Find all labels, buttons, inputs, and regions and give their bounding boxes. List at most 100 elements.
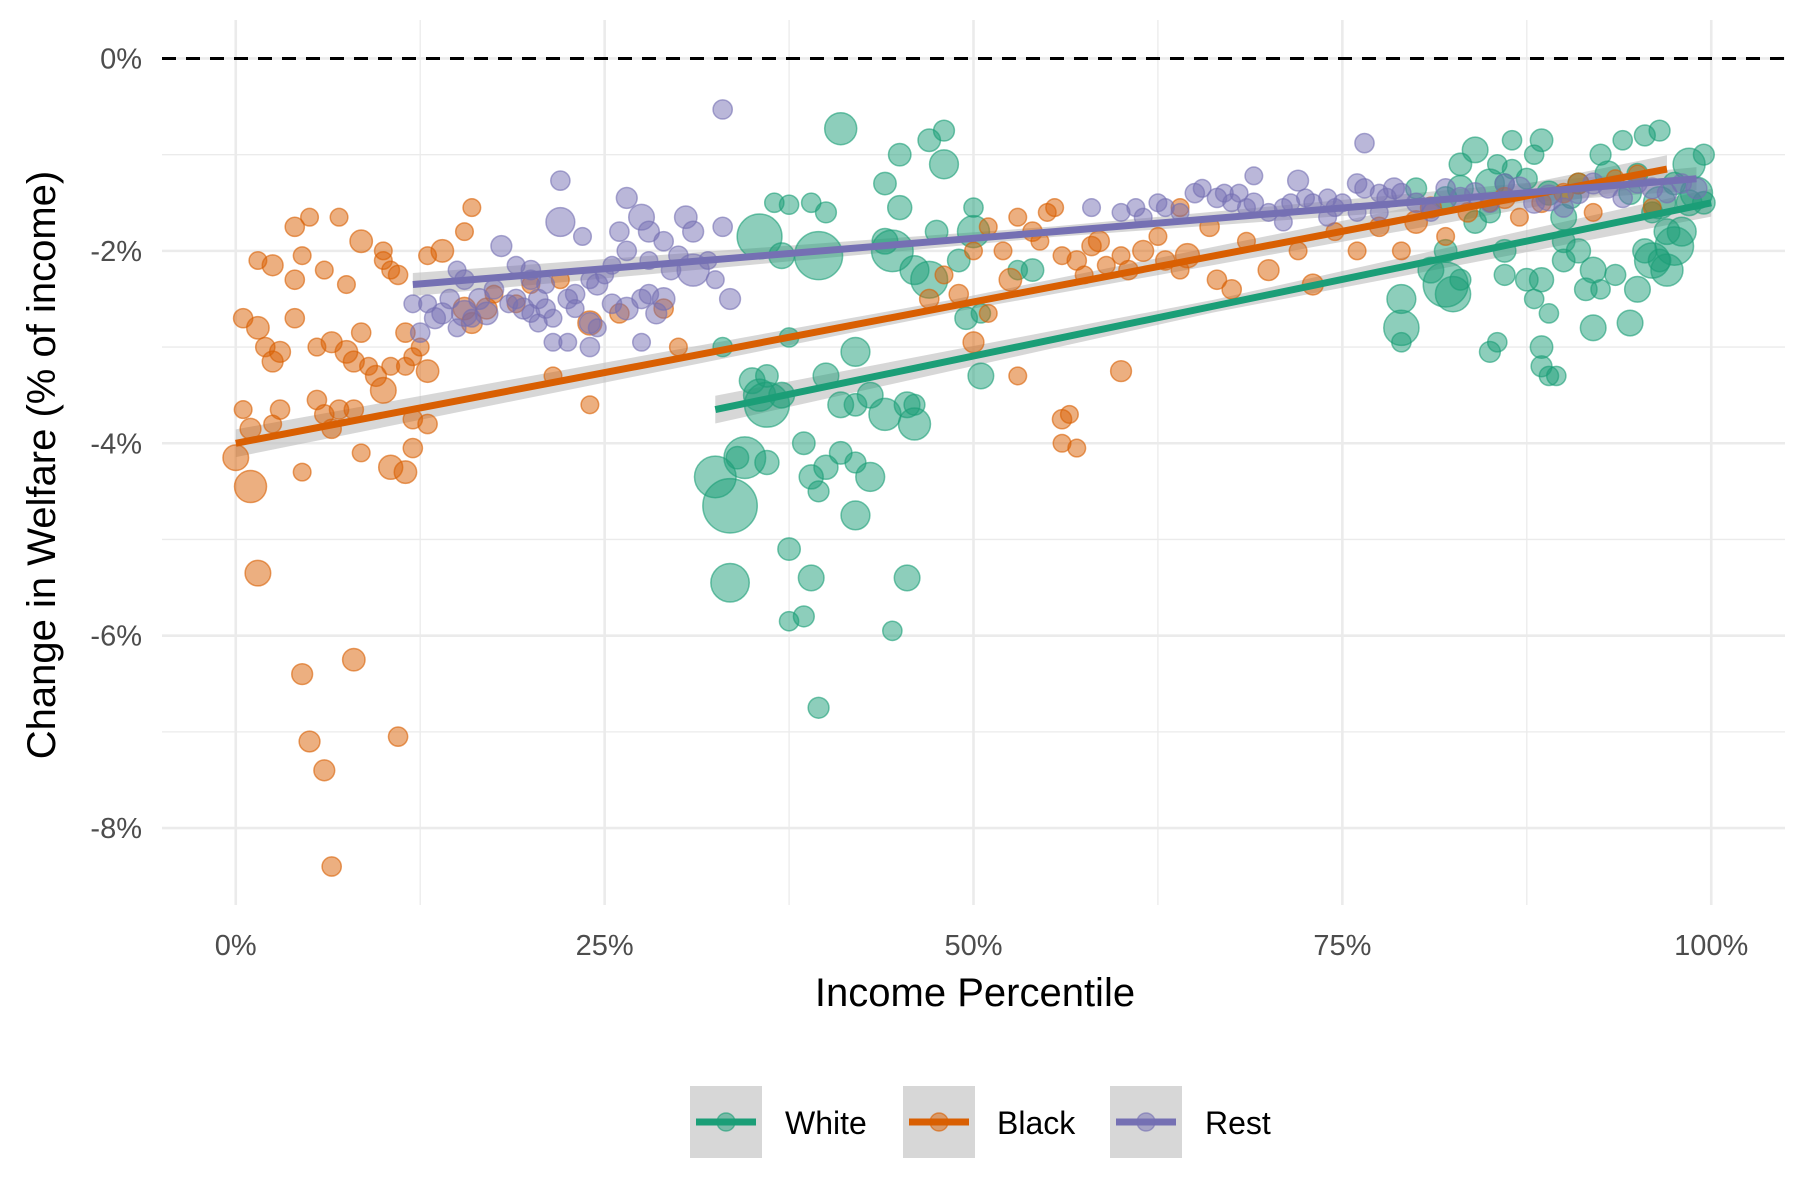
point-rest xyxy=(409,322,431,343)
point-black xyxy=(1045,198,1065,218)
point-rest xyxy=(1081,198,1102,218)
point-black xyxy=(415,359,440,384)
point-black xyxy=(978,303,998,323)
point-black xyxy=(402,437,424,459)
point-white xyxy=(1579,314,1607,342)
point-black xyxy=(299,207,320,227)
point-white xyxy=(777,537,802,562)
point-black xyxy=(261,254,284,277)
point-rest xyxy=(578,311,602,335)
point-black xyxy=(1067,438,1087,458)
point-black xyxy=(284,307,306,329)
point-white xyxy=(1020,258,1045,283)
point-black xyxy=(978,217,998,237)
x-tick-label: 0% xyxy=(215,930,257,962)
trend-line-black xyxy=(235,165,1668,447)
point-white xyxy=(886,194,913,221)
point-black xyxy=(341,647,366,672)
point-white xyxy=(791,431,816,456)
point-rest xyxy=(565,299,585,319)
legend-label-black: Black xyxy=(997,1105,1076,1141)
point-rest xyxy=(718,287,742,311)
y-tick-label: 0% xyxy=(100,43,142,75)
point-white xyxy=(855,461,886,493)
point-black xyxy=(934,265,954,285)
point-white xyxy=(1589,143,1612,166)
point-rest xyxy=(1354,132,1375,154)
point-black xyxy=(284,216,306,238)
point-white xyxy=(893,564,921,592)
legend-swatch-point xyxy=(1136,1112,1156,1132)
point-white xyxy=(1692,143,1715,166)
point-black xyxy=(313,759,336,782)
point-white xyxy=(1449,268,1472,291)
x-tick-label: 100% xyxy=(1674,930,1748,962)
point-white xyxy=(1528,266,1555,293)
point-rest xyxy=(1685,177,1708,200)
point-black xyxy=(1347,241,1367,261)
point-white xyxy=(840,500,871,531)
point-black xyxy=(1391,241,1411,261)
point-black xyxy=(351,443,371,463)
x-axis-title: Income Percentile xyxy=(815,971,1135,1015)
point-black xyxy=(1206,269,1228,291)
point-rest xyxy=(705,270,725,290)
point-black xyxy=(393,460,418,485)
point-white xyxy=(1538,303,1560,324)
point-black xyxy=(222,444,250,472)
point-white xyxy=(932,119,956,142)
point-black xyxy=(454,222,475,242)
point-black xyxy=(1257,258,1280,282)
legend-label-rest: Rest xyxy=(1205,1105,1271,1141)
point-black xyxy=(233,469,268,504)
point-white xyxy=(702,477,758,534)
point-black xyxy=(268,340,292,364)
point-rest xyxy=(439,288,461,310)
point-black xyxy=(314,260,334,280)
point-rest xyxy=(616,240,638,262)
y-tick-label: -2% xyxy=(90,236,142,268)
y-tick-labels: 0% -2% -4% -6% -8% xyxy=(90,43,142,845)
point-black xyxy=(1059,404,1079,424)
trend-lines xyxy=(235,165,1712,447)
point-black xyxy=(1109,359,1133,383)
point-rest xyxy=(653,230,675,252)
point-rest xyxy=(550,170,571,191)
point-black xyxy=(418,246,438,266)
legend-key-rest xyxy=(1110,1086,1182,1158)
point-rest xyxy=(1612,187,1634,209)
legend-swatch-point xyxy=(929,1112,949,1132)
point-black xyxy=(233,400,253,420)
point-black xyxy=(1509,207,1529,227)
y-tick-label: -4% xyxy=(90,428,142,460)
point-white xyxy=(1623,275,1652,303)
point-black xyxy=(329,207,349,227)
point-black xyxy=(298,730,321,753)
point-white xyxy=(1653,218,1681,246)
x-tick-labels: 0% 25% 50% 75% 100% xyxy=(215,930,1749,962)
point-black xyxy=(580,395,600,415)
point-black xyxy=(269,399,291,420)
point-black xyxy=(998,267,1023,292)
point-white xyxy=(1590,278,1611,300)
point-rest xyxy=(615,186,638,210)
x-tick-label: 50% xyxy=(944,930,1002,962)
point-black xyxy=(350,322,372,343)
point-white xyxy=(778,194,800,216)
point-white xyxy=(1523,144,1545,166)
point-black xyxy=(245,315,270,340)
point-black xyxy=(417,413,438,435)
legend-key-white xyxy=(690,1086,762,1158)
point-black xyxy=(321,856,343,877)
point-white xyxy=(1648,119,1671,142)
point-rest xyxy=(1244,166,1264,186)
point-white xyxy=(873,171,897,196)
trend-line-rest xyxy=(412,175,1697,289)
point-black xyxy=(292,246,312,266)
point-white xyxy=(754,449,780,476)
point-white xyxy=(1545,365,1567,387)
point-white xyxy=(1604,263,1627,287)
point-black xyxy=(1148,226,1168,246)
point-rest xyxy=(712,216,734,238)
